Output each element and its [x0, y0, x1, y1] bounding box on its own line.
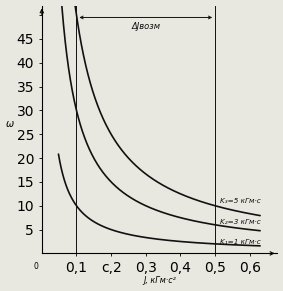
Text: 0: 0: [33, 262, 38, 271]
Text: ΔJвозм: ΔJвозм: [131, 22, 160, 31]
Text: K₁=1 кГм·с: K₁=1 кГм·с: [220, 239, 261, 244]
Text: K₂=3 кГм·с: K₂=3 кГм·с: [220, 219, 261, 226]
X-axis label: J, кГм·с²: J, кГм·с²: [143, 276, 176, 285]
Y-axis label: ω: ω: [6, 120, 14, 129]
Text: K₃=5 кГм·с: K₃=5 кГм·с: [220, 198, 261, 204]
